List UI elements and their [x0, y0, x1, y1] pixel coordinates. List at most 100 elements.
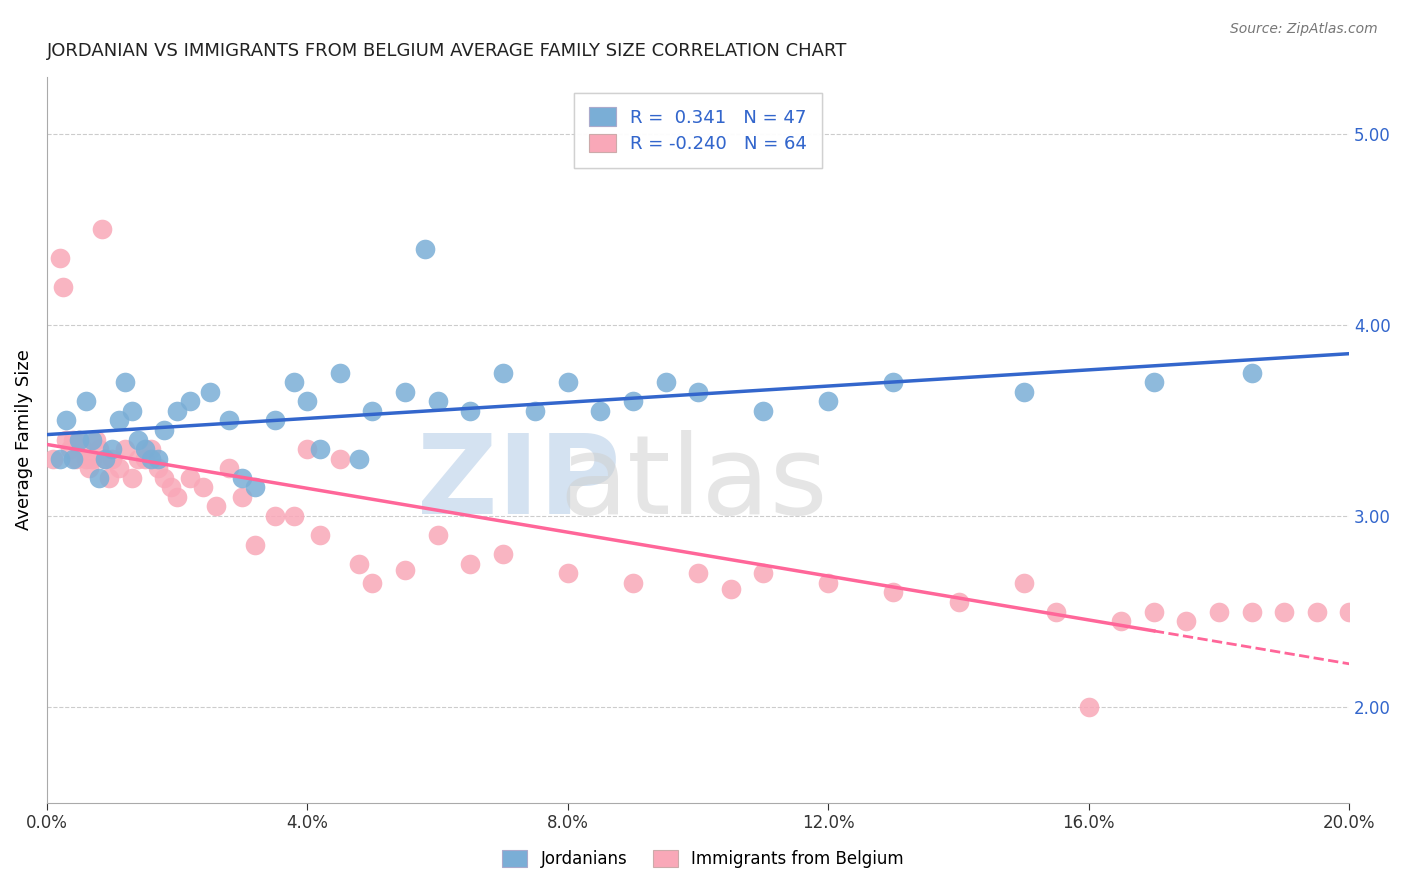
Point [218, 413, 240, 427]
Point [245, 480, 267, 494]
Point [127, 433, 149, 447]
Point [42, 451, 65, 466]
Point [75, 394, 97, 409]
Point [394, 384, 416, 399]
Point [1240, 366, 1263, 380]
Point [166, 404, 188, 418]
Point [817, 575, 839, 590]
Point [101, 451, 124, 466]
Point [263, 508, 285, 523]
Point [84, 433, 107, 447]
Point [1045, 605, 1067, 619]
Point [69, 433, 91, 447]
Point [153, 423, 176, 437]
Point [283, 376, 305, 390]
Point [139, 451, 162, 466]
Point [166, 490, 188, 504]
Point [1143, 605, 1166, 619]
Point [82, 451, 104, 466]
Point [94, 451, 117, 466]
Point [1143, 376, 1166, 390]
Point [283, 508, 305, 523]
Point [361, 575, 384, 590]
Point [309, 528, 332, 542]
Point [817, 394, 839, 409]
Point [114, 376, 136, 390]
Point [94, 451, 117, 466]
Point [82, 433, 104, 447]
Point [127, 451, 149, 466]
Point [49, 251, 72, 265]
Point [720, 582, 742, 596]
Point [52, 279, 75, 293]
Point [349, 451, 371, 466]
Point [134, 451, 156, 466]
Text: Source: ZipAtlas.com: Source: ZipAtlas.com [1230, 22, 1378, 37]
Point [329, 451, 352, 466]
Point [245, 538, 267, 552]
Point [231, 471, 253, 485]
Point [752, 404, 775, 418]
Point [1175, 614, 1198, 628]
Point [589, 404, 612, 418]
Point [882, 585, 904, 599]
Point [492, 366, 515, 380]
Text: ZIP: ZIP [416, 430, 620, 537]
Y-axis label: Average Family Size: Average Family Size [15, 349, 32, 530]
Point [159, 480, 181, 494]
Point [121, 404, 143, 418]
Point [77, 461, 100, 475]
Point [146, 451, 169, 466]
Point [426, 394, 449, 409]
Legend: R =  0.341   N = 47, R = -0.240   N = 64: R = 0.341 N = 47, R = -0.240 N = 64 [575, 93, 821, 168]
Point [882, 376, 904, 390]
Point [55, 433, 77, 447]
Text: JORDANIAN VS IMMIGRANTS FROM BELGIUM AVERAGE FAMILY SIZE CORRELATION CHART: JORDANIAN VS IMMIGRANTS FROM BELGIUM AVE… [46, 42, 848, 60]
Point [179, 394, 201, 409]
Point [263, 413, 285, 427]
Point [686, 566, 709, 581]
Point [146, 461, 169, 475]
Point [1339, 605, 1361, 619]
Point [426, 528, 449, 542]
Point [654, 376, 676, 390]
Point [297, 442, 319, 457]
Point [97, 471, 120, 485]
Point [62, 433, 84, 447]
Point [1305, 605, 1327, 619]
Point [309, 442, 332, 457]
Point [1012, 575, 1035, 590]
Point [193, 480, 215, 494]
Point [948, 595, 970, 609]
Point [101, 442, 124, 457]
Point [361, 404, 384, 418]
Point [205, 500, 228, 514]
Point [121, 471, 143, 485]
Legend: Jordanians, Immigrants from Belgium: Jordanians, Immigrants from Belgium [496, 843, 910, 875]
Point [91, 222, 114, 236]
Point [107, 461, 129, 475]
Point [153, 471, 176, 485]
Point [72, 442, 94, 457]
Point [752, 566, 775, 581]
Point [62, 451, 84, 466]
Point [134, 442, 156, 457]
Point [1208, 605, 1230, 619]
Point [1012, 384, 1035, 399]
Point [69, 433, 91, 447]
Point [1111, 614, 1133, 628]
Point [198, 384, 221, 399]
Point [686, 384, 709, 399]
Point [87, 471, 110, 485]
Point [59, 442, 82, 457]
Point [557, 566, 579, 581]
Point [55, 413, 77, 427]
Point [179, 471, 201, 485]
Point [49, 451, 72, 466]
Point [458, 557, 481, 571]
Point [394, 562, 416, 576]
Point [1272, 605, 1295, 619]
Point [524, 404, 547, 418]
Point [349, 557, 371, 571]
Point [87, 442, 110, 457]
